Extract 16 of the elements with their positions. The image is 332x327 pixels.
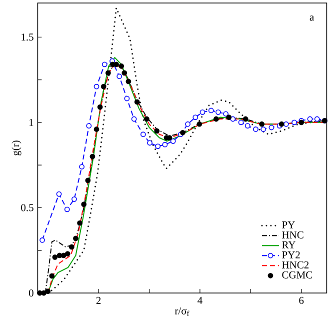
y-axis-title: g(r): [12, 140, 22, 156]
x-tick-label: 2: [96, 296, 101, 304]
legend-label: CGMC: [282, 271, 312, 278]
y-tick-label: 1.5: [22, 34, 34, 41]
x-axis-title: r/σ$_{f}$: [174, 307, 190, 316]
legend-label: RY: [282, 241, 296, 248]
legend-label: PY: [282, 221, 295, 228]
y-tick-label: 1: [29, 118, 34, 126]
y-tick-label: 0.5: [21, 204, 34, 212]
x-tick-label: 4: [198, 296, 202, 304]
legend-label: PY2: [282, 251, 300, 258]
legend-label: HNC: [282, 231, 304, 238]
legend-label: HNC2: [282, 261, 309, 268]
annotation: a: [310, 16, 314, 21]
y-tick-label: 0: [28, 289, 34, 297]
x-tick-label: 6: [299, 296, 304, 304]
